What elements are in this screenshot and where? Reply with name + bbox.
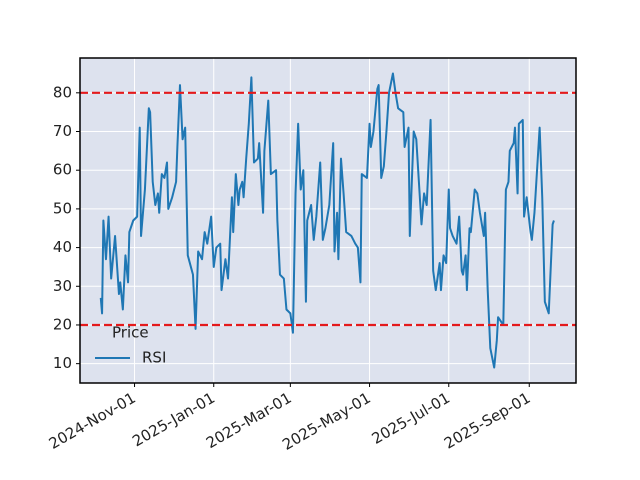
x-tick-label: 2025-Sep-01: [441, 389, 533, 453]
plot-frame: [79, 57, 577, 384]
y-tick-label: 10: [53, 354, 72, 372]
y-tick-label: 70: [53, 122, 72, 140]
x-tick-label: 2025-May-01: [279, 389, 374, 454]
rsi-line: [99, 72, 555, 369]
plot-area: [80, 58, 576, 383]
y-tick-label: 30: [53, 277, 72, 295]
y-tick-label: 80: [53, 83, 72, 101]
y-tick-label: 60: [53, 161, 72, 179]
y-tick-label: 40: [53, 238, 72, 256]
legend-label: RSI: [142, 349, 166, 367]
y-tick-label: 50: [53, 199, 72, 217]
legend-title: Price: [112, 324, 149, 342]
x-tick-label: 2025-Jul-01: [369, 389, 453, 448]
x-tick-label: 2024-Nov-01: [46, 389, 139, 453]
y-tick-label: 20: [53, 315, 72, 333]
